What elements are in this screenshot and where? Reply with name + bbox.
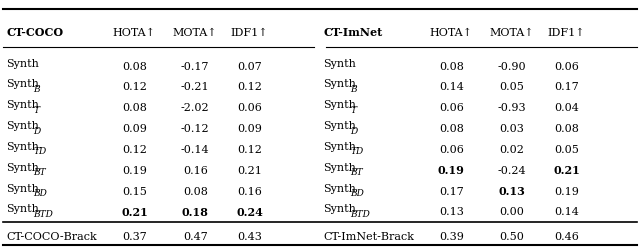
Text: T: T <box>350 105 356 114</box>
Text: 0.13: 0.13 <box>499 185 525 196</box>
Text: 0.08: 0.08 <box>439 61 463 71</box>
Text: BTD: BTD <box>33 209 53 218</box>
Text: 0.21: 0.21 <box>553 164 580 175</box>
Text: -2.02: -2.02 <box>181 103 209 113</box>
Text: 0.19: 0.19 <box>554 186 579 196</box>
Text: 0.08: 0.08 <box>183 186 207 196</box>
Text: T: T <box>33 105 39 114</box>
Text: 0.12: 0.12 <box>237 144 262 154</box>
Text: -0.24: -0.24 <box>498 165 526 175</box>
Text: 0.19: 0.19 <box>438 164 465 175</box>
Text: Synth: Synth <box>6 183 39 193</box>
Text: Synth: Synth <box>6 79 39 89</box>
Text: 0.09: 0.09 <box>237 124 262 134</box>
Text: Synth: Synth <box>6 120 39 130</box>
Text: Synth: Synth <box>6 141 39 151</box>
Text: Synth: Synth <box>6 162 39 172</box>
Text: 0.17: 0.17 <box>439 186 463 196</box>
Text: BT: BT <box>33 168 46 176</box>
Text: -0.90: -0.90 <box>498 61 526 71</box>
Text: 0.14: 0.14 <box>439 82 463 92</box>
Text: 0.04: 0.04 <box>554 103 579 113</box>
Text: Synth: Synth <box>323 58 356 68</box>
Text: 0.05: 0.05 <box>500 82 524 92</box>
Text: 0.15: 0.15 <box>122 186 147 196</box>
Text: 0.14: 0.14 <box>554 206 579 216</box>
Text: CT-COCO: CT-COCO <box>6 27 63 38</box>
Text: 0.12: 0.12 <box>122 144 147 154</box>
Text: Synth: Synth <box>323 79 356 89</box>
Text: 0.50: 0.50 <box>500 231 524 241</box>
Text: MOTA↑: MOTA↑ <box>490 28 534 38</box>
Text: B: B <box>350 84 356 94</box>
Text: BD: BD <box>33 188 47 197</box>
Text: 0.06: 0.06 <box>237 103 262 113</box>
Text: 0.21: 0.21 <box>121 206 148 217</box>
Text: 0.06: 0.06 <box>439 144 463 154</box>
Text: Synth: Synth <box>6 100 39 110</box>
Text: D: D <box>350 126 357 135</box>
Text: BT: BT <box>350 168 363 176</box>
Text: -0.17: -0.17 <box>181 61 209 71</box>
Text: 0.08: 0.08 <box>554 124 579 134</box>
Text: 0.03: 0.03 <box>500 124 524 134</box>
Text: 0.08: 0.08 <box>122 103 147 113</box>
Text: Synth: Synth <box>323 162 356 172</box>
Text: HOTA↑: HOTA↑ <box>429 28 473 38</box>
Text: 0.00: 0.00 <box>500 206 524 216</box>
Text: BD: BD <box>350 188 364 197</box>
Text: Synth: Synth <box>6 204 39 214</box>
Text: -0.14: -0.14 <box>181 144 209 154</box>
Text: 0.02: 0.02 <box>500 144 524 154</box>
Text: CT-ImNet: CT-ImNet <box>323 27 383 38</box>
Text: MOTA↑: MOTA↑ <box>173 28 218 38</box>
Text: 0.08: 0.08 <box>122 61 147 71</box>
Text: 0.07: 0.07 <box>237 61 262 71</box>
Text: 0.43: 0.43 <box>237 231 262 241</box>
Text: 0.16: 0.16 <box>183 165 207 175</box>
Text: 0.05: 0.05 <box>554 144 579 154</box>
Text: TD: TD <box>33 147 47 156</box>
Text: 0.09: 0.09 <box>122 124 147 134</box>
Text: 0.24: 0.24 <box>236 206 263 217</box>
Text: B: B <box>33 84 40 94</box>
Text: 0.17: 0.17 <box>554 82 579 92</box>
Text: Synth: Synth <box>323 204 356 214</box>
Text: 0.16: 0.16 <box>237 186 262 196</box>
Text: CT-ImNet-Brack: CT-ImNet-Brack <box>323 231 414 241</box>
Text: -0.93: -0.93 <box>498 103 526 113</box>
Text: CT-COCO-Brack: CT-COCO-Brack <box>6 231 97 241</box>
Text: 0.12: 0.12 <box>237 82 262 92</box>
Text: 0.37: 0.37 <box>122 231 147 241</box>
Text: IDF1↑: IDF1↑ <box>231 28 268 38</box>
Text: -0.12: -0.12 <box>181 124 209 134</box>
Text: Synth: Synth <box>323 120 356 130</box>
Text: Synth: Synth <box>323 141 356 151</box>
Text: Synth: Synth <box>323 100 356 110</box>
Text: HOTA↑: HOTA↑ <box>113 28 156 38</box>
Text: 0.47: 0.47 <box>183 231 207 241</box>
Text: TD: TD <box>350 147 364 156</box>
Text: 0.19: 0.19 <box>122 165 147 175</box>
Text: 0.12: 0.12 <box>122 82 147 92</box>
Text: 0.21: 0.21 <box>237 165 262 175</box>
Text: -0.21: -0.21 <box>181 82 209 92</box>
Text: BTD: BTD <box>350 209 370 218</box>
Text: Synth: Synth <box>323 183 356 193</box>
Text: 0.39: 0.39 <box>439 231 463 241</box>
Text: IDF1↑: IDF1↑ <box>548 28 585 38</box>
Text: D: D <box>33 126 40 135</box>
Text: 0.13: 0.13 <box>439 206 463 216</box>
Text: Synth: Synth <box>6 58 39 68</box>
Text: 0.06: 0.06 <box>554 61 579 71</box>
Text: 0.08: 0.08 <box>439 124 463 134</box>
Text: 0.46: 0.46 <box>554 231 579 241</box>
Text: 0.18: 0.18 <box>182 206 209 217</box>
Text: 0.06: 0.06 <box>439 103 463 113</box>
